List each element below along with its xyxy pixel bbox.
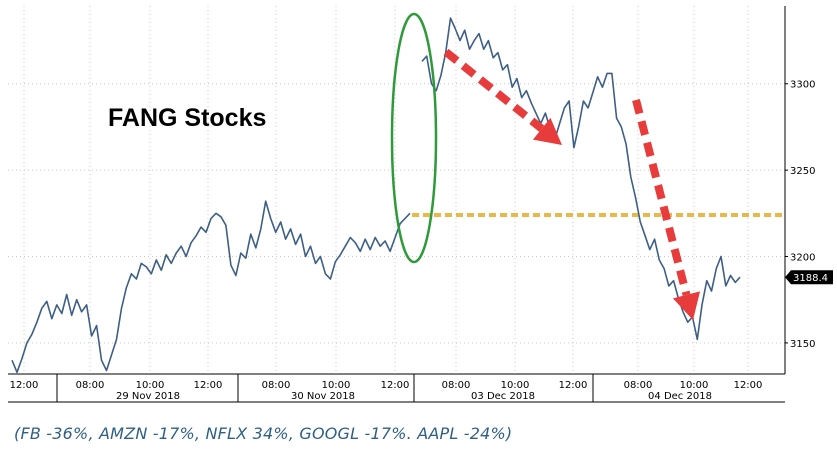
x-tick-label: 08:00: [442, 380, 471, 391]
labels: 3150 3200 3250 3300 12:00 08:00 10:00 12:00 08:0…: [10, 80, 833, 402]
last-value-label: 3188.4: [793, 273, 828, 284]
x-date-label: 03 Dec 2018: [471, 391, 535, 402]
y-tick-label: 3200: [790, 253, 815, 264]
x-tick-label: 12:00: [10, 380, 39, 391]
annotations: [390, 12, 701, 320]
series-layer: [11, 17, 741, 374]
red-arrow-2-shaft: [632, 98, 691, 296]
y-tick-label: 3150: [790, 339, 815, 350]
y-tick-label: 3250: [790, 166, 815, 177]
x-tick-label: 10:00: [322, 380, 351, 391]
x-tick-label: 12:00: [194, 380, 223, 391]
chart-caption: (FB -36%, AMZN -17%, NFLX 34%, GOOGL -17…: [14, 424, 513, 443]
x-date-label: 04 Dec 2018: [648, 391, 712, 402]
x-tick-label: 10:00: [136, 380, 165, 391]
x-tick-label: 08:00: [262, 380, 291, 391]
grid: [8, 6, 785, 374]
axes: [8, 6, 788, 403]
chart-area: 3150 3200 3250 3300 12:00 08:00 10:00 12:00 08:0…: [8, 6, 833, 403]
x-tick-label: 10:00: [680, 380, 709, 391]
last-value-badge: [785, 270, 833, 285]
red-arrow-1-shaft: [443, 48, 545, 132]
x-tick-label: 08:00: [76, 380, 105, 391]
green-ellipse-annotation: [390, 12, 438, 264]
x-date-label: 30 Nov 2018: [291, 391, 355, 402]
series-line-segment: [421, 17, 741, 341]
x-date-label: 29 Nov 2018: [116, 391, 180, 402]
x-tick-label: 12:00: [381, 380, 410, 391]
x-tick-label: 12:00: [734, 380, 763, 391]
x-tick-label: 12:00: [559, 380, 588, 391]
y-tick-label: 3300: [790, 80, 815, 91]
chart-title: FANG Stocks: [108, 104, 266, 132]
red-arrow-1-head: [532, 117, 562, 145]
x-tick-label: 08:00: [624, 380, 653, 391]
x-tick-label: 10:00: [501, 380, 530, 391]
fang-line-chart: 3150 3200 3250 3300 12:00 08:00 10:00 12:00 08:0…: [8, 6, 833, 403]
red-arrow-2-head: [672, 291, 701, 320]
series-line-segment: [11, 200, 411, 374]
